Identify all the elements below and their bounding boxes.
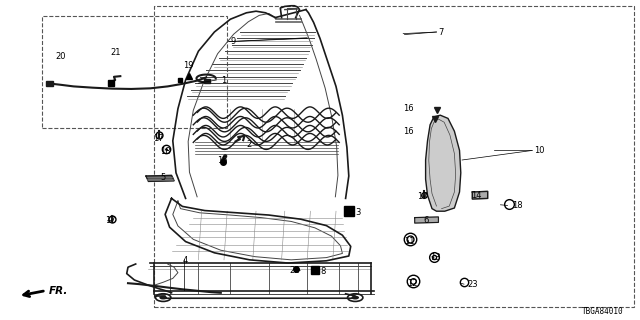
Text: 1: 1 bbox=[221, 76, 226, 84]
Text: 22: 22 bbox=[289, 266, 300, 275]
Text: 21: 21 bbox=[110, 48, 120, 57]
Text: 10: 10 bbox=[534, 146, 545, 155]
Text: 17: 17 bbox=[105, 216, 115, 225]
Text: 20: 20 bbox=[56, 52, 66, 60]
Text: 2: 2 bbox=[246, 140, 252, 149]
Polygon shape bbox=[472, 191, 488, 199]
Text: 12: 12 bbox=[408, 279, 418, 288]
Text: 7: 7 bbox=[438, 28, 444, 36]
Text: 9: 9 bbox=[230, 37, 236, 46]
Text: 6: 6 bbox=[423, 216, 428, 225]
Text: 5: 5 bbox=[161, 173, 166, 182]
Polygon shape bbox=[46, 81, 53, 86]
Polygon shape bbox=[415, 217, 438, 223]
Text: 16: 16 bbox=[403, 104, 413, 113]
Text: 18: 18 bbox=[160, 147, 170, 156]
Text: 14: 14 bbox=[472, 191, 482, 200]
Text: 16: 16 bbox=[403, 127, 413, 136]
Text: 17: 17 bbox=[154, 134, 164, 143]
Text: 3: 3 bbox=[355, 208, 360, 217]
Text: FR.: FR. bbox=[49, 286, 68, 296]
Text: TBGA84010: TBGA84010 bbox=[582, 307, 624, 316]
Bar bbox=[42, 16, 227, 128]
Text: 8: 8 bbox=[320, 268, 325, 276]
Text: 19: 19 bbox=[184, 61, 194, 70]
Text: 4: 4 bbox=[183, 256, 188, 265]
Text: 11: 11 bbox=[404, 237, 415, 246]
Text: 17: 17 bbox=[417, 192, 428, 201]
Circle shape bbox=[351, 296, 359, 300]
Polygon shape bbox=[146, 175, 174, 181]
Circle shape bbox=[159, 296, 167, 300]
Text: 18: 18 bbox=[512, 201, 523, 210]
Text: 13: 13 bbox=[430, 253, 440, 262]
Text: 23: 23 bbox=[467, 280, 478, 289]
Polygon shape bbox=[204, 79, 210, 83]
Polygon shape bbox=[426, 115, 461, 211]
Text: 15: 15 bbox=[218, 156, 228, 165]
Bar bbox=[154, 6, 634, 307]
